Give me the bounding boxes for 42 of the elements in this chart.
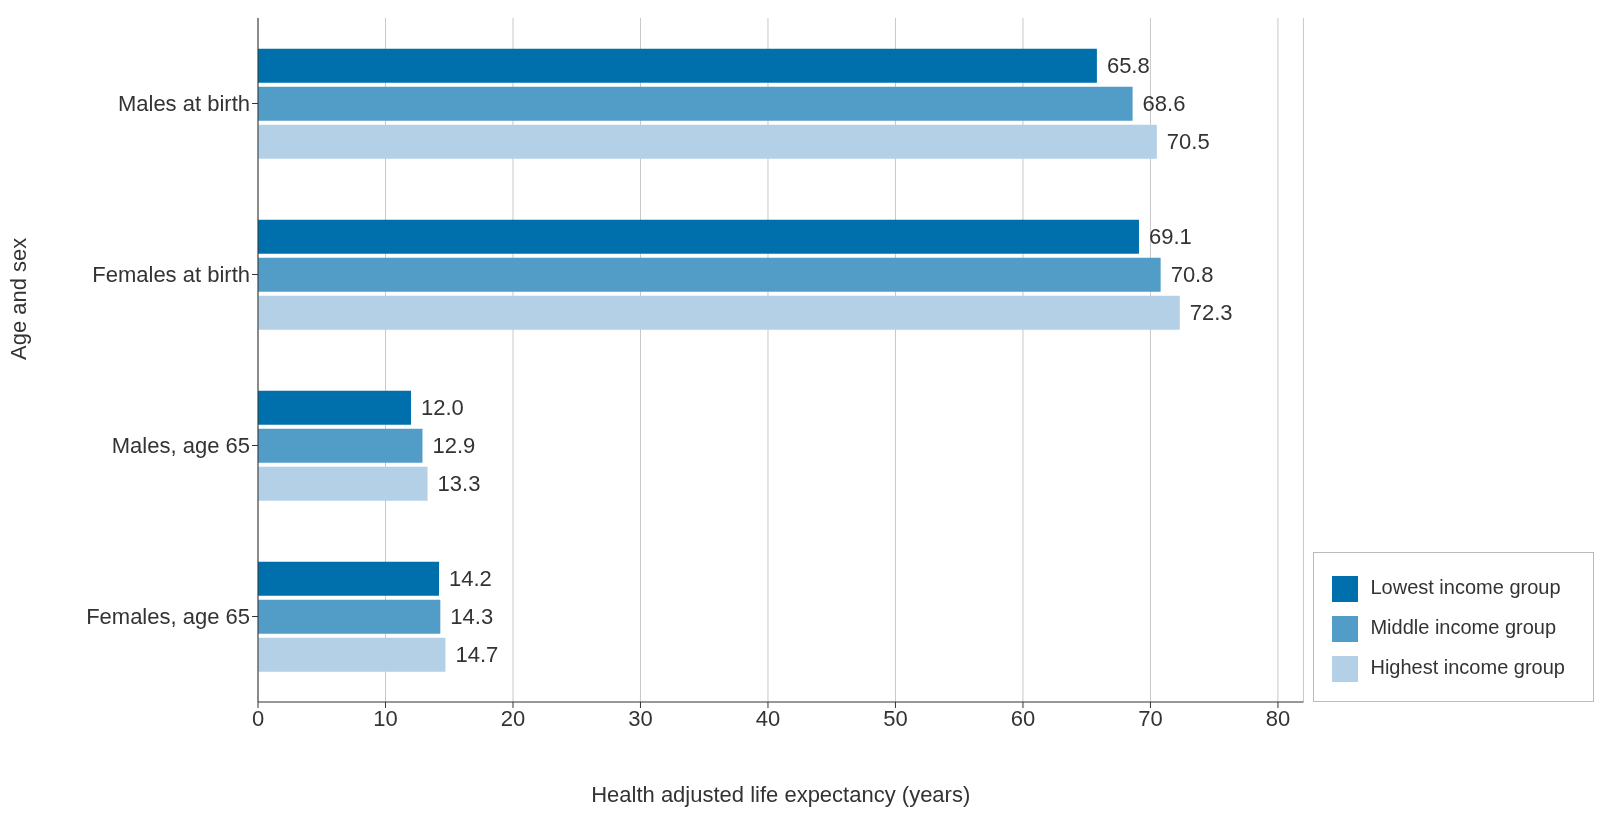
x-tick-label: 20 [500,705,526,731]
data-label: 69.1 [1148,224,1192,250]
bar [258,257,1161,292]
data-label: 68.6 [1142,91,1186,117]
legend-label: Lowest income group [1370,576,1561,598]
data-label: 14.7 [455,642,499,668]
x-tick-label: 70 [1138,705,1163,731]
x-tick-label: 10 [373,705,398,731]
bar [258,219,1139,254]
data-label: 14.3 [450,604,494,630]
data-label: 13.3 [437,471,481,497]
x-tick-label: 50 [883,705,908,731]
bar [258,295,1180,330]
x-tick-label: 0 [251,705,265,731]
bar [258,124,1157,159]
data-label: 12.0 [420,395,464,421]
x-tick-label: 80 [1265,705,1291,731]
data-label: 12.9 [432,433,476,459]
bar [258,637,446,672]
x-tick-label: 30 [628,705,653,731]
bar [258,599,441,634]
data-label: 70.5 [1166,129,1210,155]
y-axis-title: Age and sex [5,237,31,360]
y-tick-label: Males at birth [117,91,250,117]
data-label: 14.2 [449,566,492,592]
x-tick-label: 40 [755,705,781,731]
y-tick-label: Females at birth [92,262,250,288]
legend-label: Highest income group [1370,656,1565,678]
bar [258,428,423,463]
y-tick-label: Males, age 65 [111,433,250,459]
bar [258,466,428,501]
bar [258,390,411,425]
y-tick-label: Females, age 65 [86,604,250,630]
x-axis-title: Health adjusted life expectancy (years) [591,782,971,807]
bar [258,561,440,596]
data-label: 72.3 [1189,300,1233,326]
bar [258,86,1133,121]
bar [258,48,1097,83]
data-label: 65.8 [1106,53,1150,79]
legend-label: Middle income group [1370,616,1557,638]
data-label: 70.8 [1170,262,1214,288]
x-tick-label: 60 [1010,705,1036,731]
